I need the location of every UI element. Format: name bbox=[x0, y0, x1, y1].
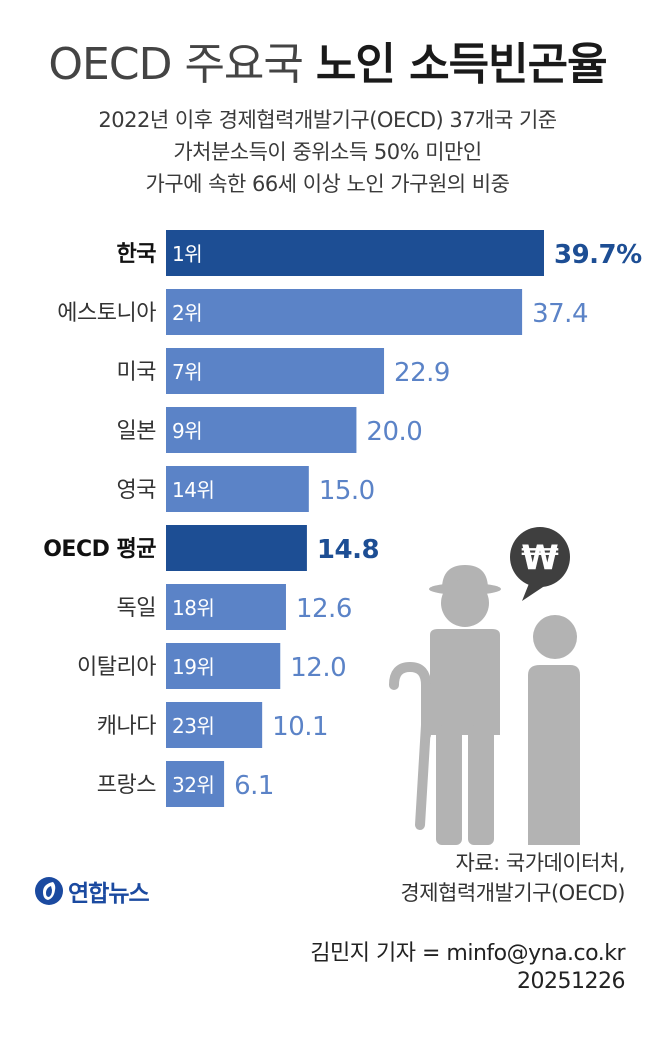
bar bbox=[166, 584, 286, 630]
value-label: 37.4 bbox=[532, 299, 588, 329]
value-label: 22.9 bbox=[394, 358, 450, 388]
rank-label: 9위 bbox=[172, 419, 202, 443]
elderly-woman-icon bbox=[528, 615, 580, 845]
rank-label: 23위 bbox=[172, 714, 214, 738]
subtitle-line-1: 2022년 이후 경제협력개발기구(OECD) 37개국 기준 bbox=[98, 108, 557, 132]
source-line-2: 경제협력개발기구(OECD) bbox=[400, 881, 625, 905]
title-bold: 노인 소득빈곤율 bbox=[315, 39, 608, 90]
value-label: 10.1 bbox=[272, 712, 328, 742]
rank-label: 7위 bbox=[172, 360, 202, 384]
category-label: 캐나다 bbox=[97, 714, 156, 739]
source-note: 자료: 국가데이터처, 경제협력개발기구(OECD) bbox=[400, 848, 625, 908]
category-label: 한국 bbox=[117, 242, 157, 267]
reporter-credit: 김민지 기자 = minfo@yna.co.kr bbox=[310, 941, 625, 966]
bar bbox=[166, 348, 385, 394]
value-label: 15.0 bbox=[319, 476, 375, 506]
category-label: 일본 bbox=[117, 419, 157, 444]
category-label: 독일 bbox=[117, 596, 156, 621]
publish-date: 20251226 bbox=[517, 969, 625, 994]
page-title: OECD 주요국 노인 소득빈곤율 bbox=[0, 28, 655, 92]
bar bbox=[166, 230, 544, 276]
value-label: 12.0 bbox=[290, 653, 346, 683]
source-line-1: 자료: 국가데이터처, bbox=[455, 851, 626, 875]
category-label: 이탈리아 bbox=[77, 655, 156, 680]
category-label: 영국 bbox=[117, 478, 157, 503]
subtitle-line-2: 가처분소득이 중위소득 50% 미만인 bbox=[173, 140, 482, 164]
rank-label: 1위 bbox=[172, 242, 202, 266]
value-label: 14.8 bbox=[317, 535, 379, 565]
rank-label: 2위 bbox=[172, 301, 202, 325]
byline: 김민지 기자 = minfo@yna.co.kr 20251226 bbox=[310, 940, 625, 996]
title-light: OECD 주요국 bbox=[48, 39, 303, 90]
subtitle-line-3: 가구에 속한 66세 이상 노인 가구원의 비중 bbox=[145, 172, 510, 196]
bar bbox=[166, 761, 225, 807]
bar bbox=[166, 643, 281, 689]
yonhap-logo: 연합뉴스 bbox=[34, 874, 150, 908]
bar bbox=[166, 702, 263, 748]
rank-label: 32위 bbox=[172, 773, 214, 797]
category-label: 미국 bbox=[117, 360, 157, 385]
category-label: 프랑스 bbox=[97, 773, 156, 798]
elderly-couple-illustration: ₩ bbox=[389, 527, 580, 845]
value-label: 12.6 bbox=[296, 594, 352, 624]
won-speech-bubble-icon: ₩ bbox=[510, 527, 570, 601]
rank-label: 14위 bbox=[172, 478, 214, 502]
bar-chart: 한국 1위 39.7% 에스토니아 2위 37.4 미국 7위 22.9 일본 9위 20.0 영국 14… bbox=[43, 230, 643, 807]
category-label: 에스토니아 bbox=[57, 301, 156, 326]
category-label: OECD 평균 bbox=[43, 537, 156, 562]
rank-label: 18위 bbox=[172, 596, 214, 620]
subtitle: 2022년 이후 경제협력개발기구(OECD) 37개국 기준 가처분소득이 중… bbox=[0, 104, 655, 200]
yonhap-logo-icon bbox=[35, 877, 63, 905]
logo-text: 연합뉴스 bbox=[68, 881, 150, 907]
value-label: 20.0 bbox=[366, 417, 422, 447]
bar bbox=[166, 289, 523, 335]
bar bbox=[166, 407, 357, 453]
won-symbol: ₩ bbox=[521, 538, 559, 578]
elderly-man-with-cane-icon bbox=[389, 565, 501, 845]
bar bbox=[166, 525, 307, 571]
value-label: 39.7% bbox=[554, 240, 642, 270]
value-label: 6.1 bbox=[234, 771, 274, 801]
rank-label: 19위 bbox=[172, 655, 214, 679]
bar bbox=[166, 466, 309, 512]
